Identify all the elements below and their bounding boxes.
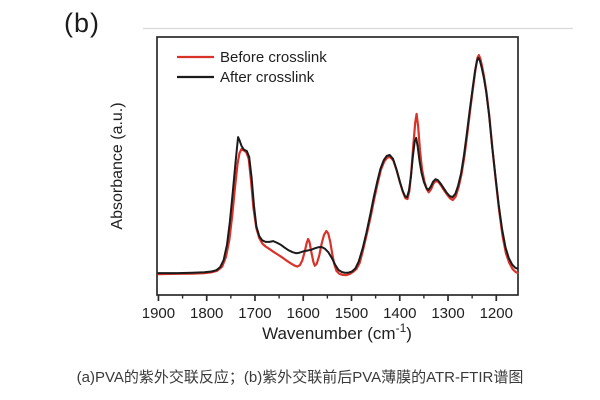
x-tick-label: 1800 — [190, 305, 223, 322]
x-tick-label: 1400 — [383, 305, 416, 322]
spectrum-curve-before-crosslink — [157, 54, 519, 277]
x-tick-label: 1600 — [287, 305, 320, 322]
figure-label: (b) — [64, 8, 100, 38]
x-tick-label: 1300 — [431, 305, 464, 322]
x-tick-label: 1900 — [142, 305, 175, 322]
legend: Before crosslink After crosslink — [177, 49, 327, 86]
spectrum-curve-after-crosslink — [157, 56, 519, 275]
x-axis-ticks: 1900 1800 1700 1600 1500 1400 1300 1200 — [142, 295, 513, 322]
ftir-chart: 1900 1800 1700 1600 1500 1400 1300 1200 Before … — [109, 27, 573, 343]
spectrum-curves — [157, 54, 519, 277]
legend-label-after-crosslink: After crosslink — [220, 69, 315, 86]
legend-label-before-crosslink: Before crosslink — [220, 49, 327, 66]
y-axis-title: Absorbance (a.u.) — [109, 102, 126, 229]
x-tick-label: 1200 — [480, 305, 513, 322]
plot-border — [156, 36, 519, 296]
x-axis-title: Wavenumber (cm-1) — [262, 321, 412, 343]
x-tick-label: 1500 — [335, 305, 368, 322]
x-tick-label: 1700 — [238, 305, 271, 322]
figure-caption: (a)PVA的紫外交联反应；(b)紫外交联前后PVA薄膜的ATR-FTIR谱图 — [76, 369, 524, 386]
